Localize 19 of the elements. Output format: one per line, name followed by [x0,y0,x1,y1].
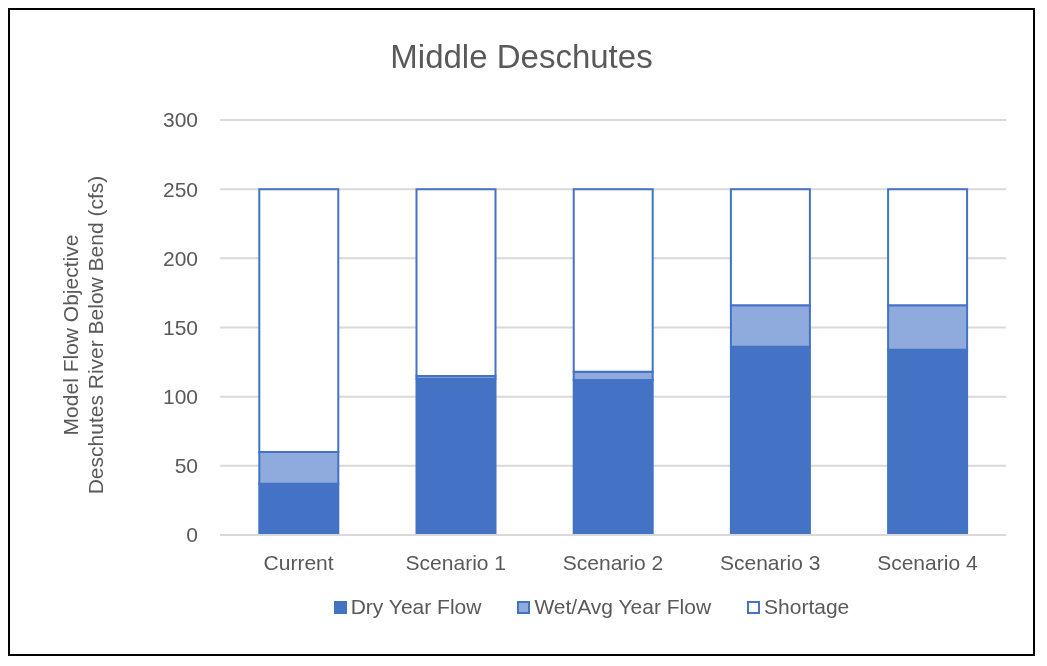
x-tick-label: Scenario 4 [877,550,978,574]
y-tick-label: 0 [186,523,198,547]
legend-label: Shortage [764,595,850,619]
y-tick-label: 50 [174,454,198,478]
y-tick-label: 150 [162,315,198,339]
legend-label: Dry Year Flow [350,595,482,619]
y-tick-label: 250 [162,177,198,201]
y-tick-label: 100 [162,385,198,409]
x-tick-label: Scenario 2 [562,550,664,574]
legend-label: Wet/Avg Year Flow [534,595,712,619]
y-tick-label: 300 [162,108,198,132]
y-axis-title: Model Flow Objective Deschutes River Below Bend (cfs) [59,175,107,495]
x-tick-label: Scenario 1 [405,550,506,574]
chart-title: Middle Deschutes [389,37,654,77]
x-tick-label: Current [263,550,334,574]
bar [415,377,497,535]
x-tick-label: Scenario 3 [720,550,821,574]
y-tick-label: 200 [162,246,198,270]
bar [415,188,497,377]
